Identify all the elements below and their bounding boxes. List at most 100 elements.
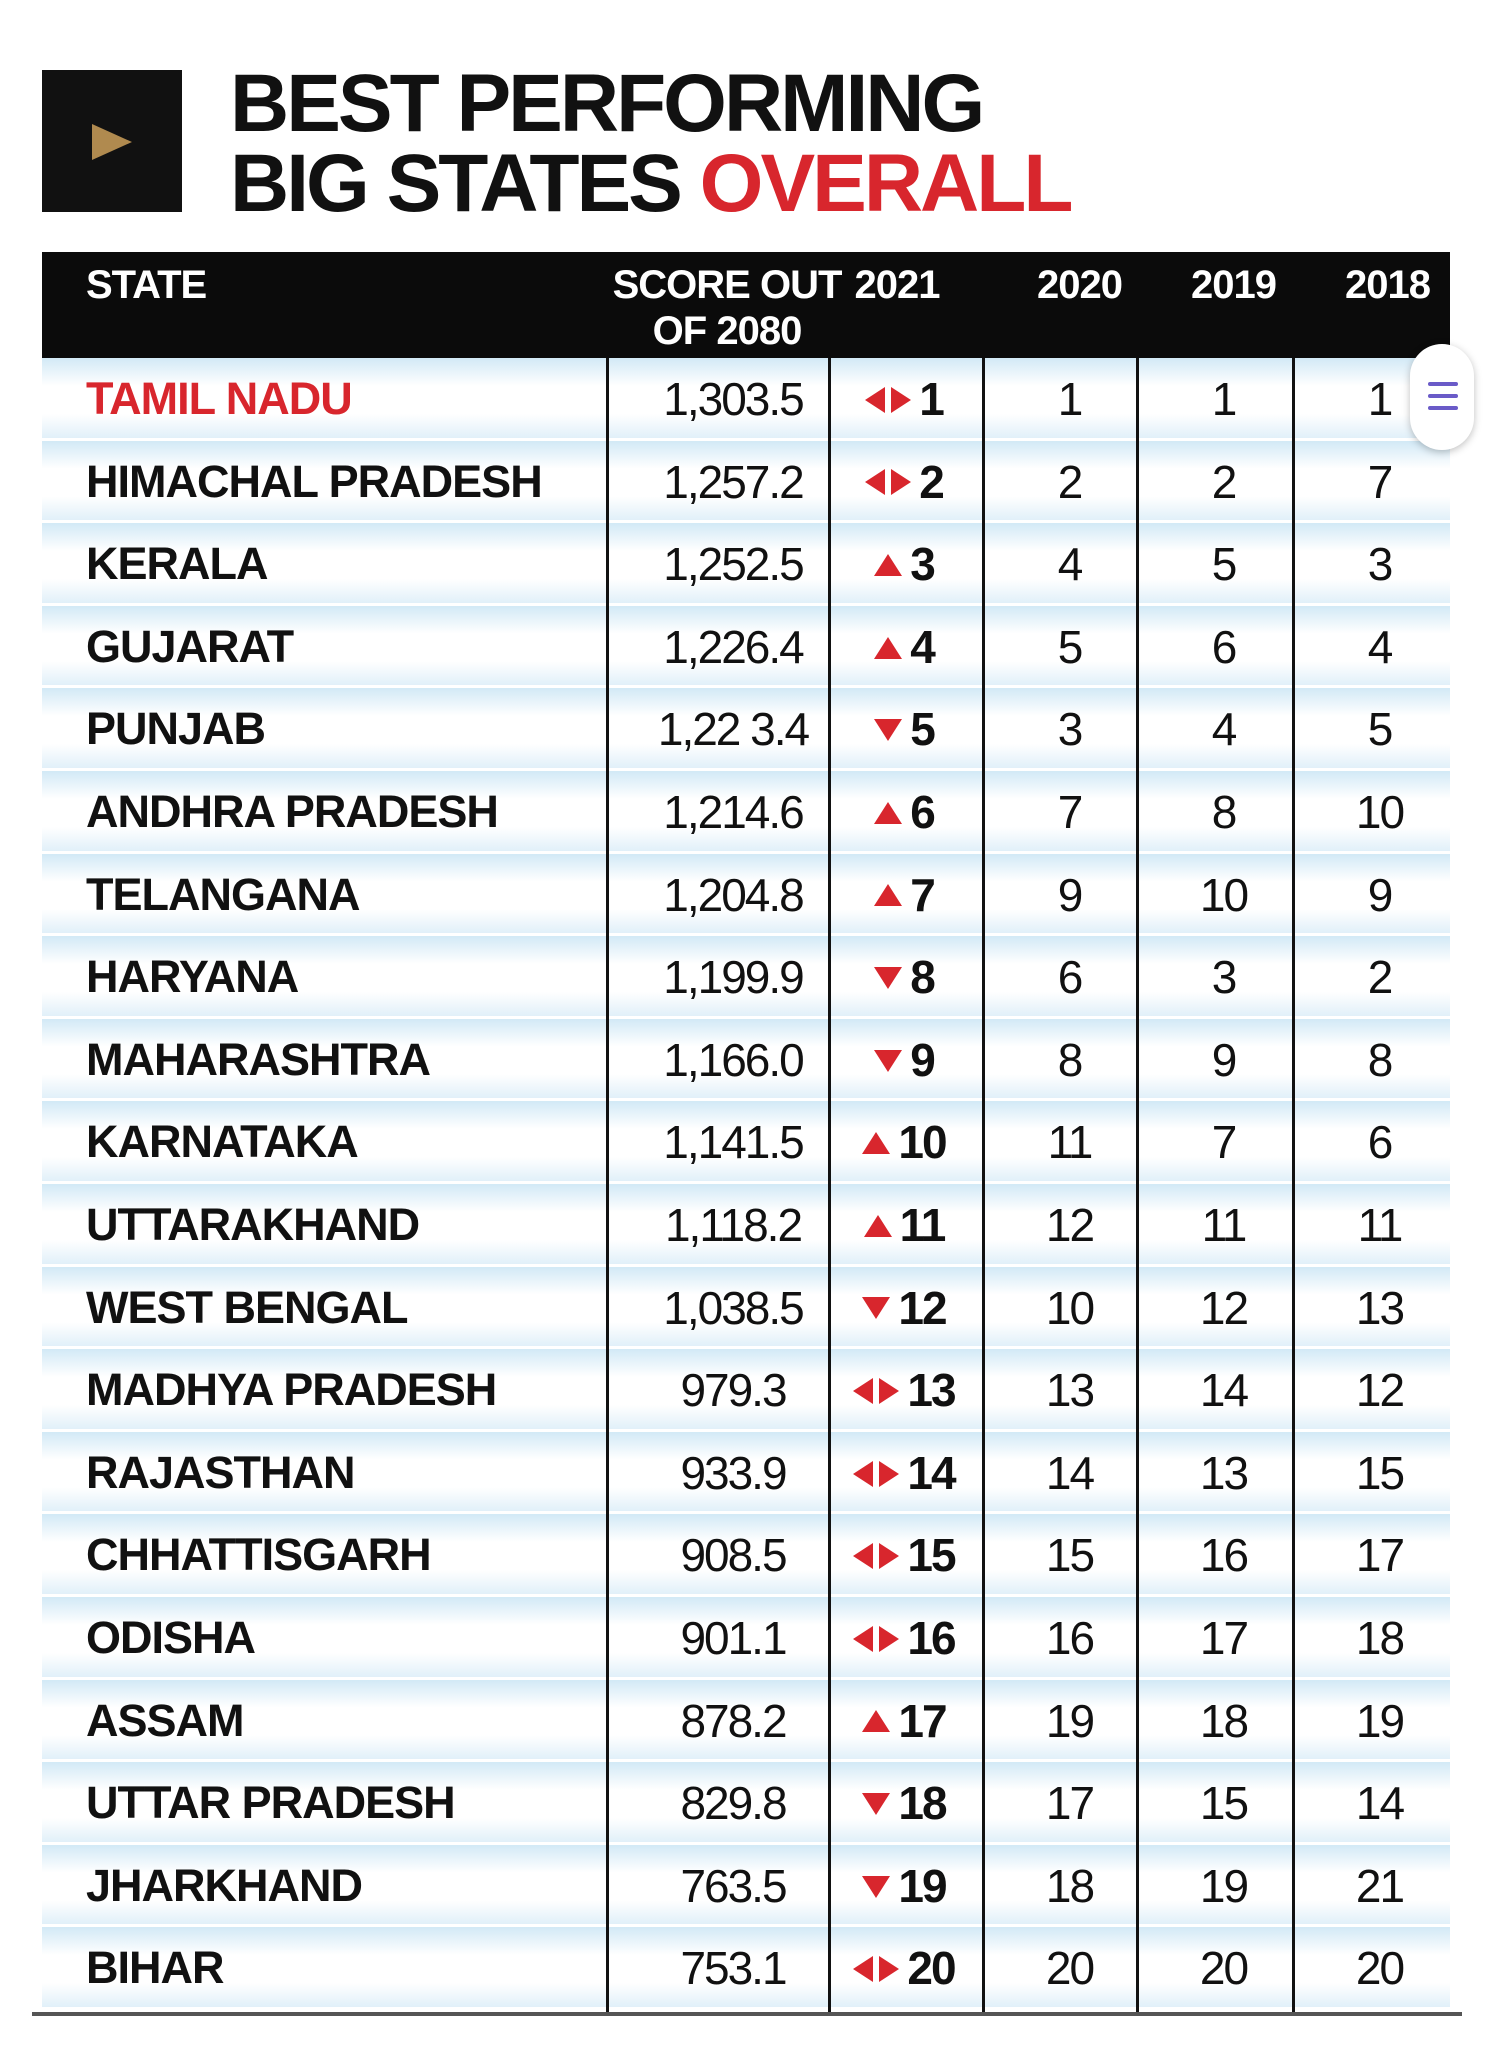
state-name: ODISHA [86,1611,256,1663]
rank-2019: 7 [1211,1116,1238,1169]
rank-2019: 19 [1199,1859,1249,1912]
score-value: 1,204.8 [663,868,804,921]
state-name: GUJARAT [86,620,294,672]
rank-2018: 5 [1367,703,1394,756]
table-body: TAMIL NADU 1,303.5 1 1 1 1 HIMACHAL PRADESH 1,2… [42,358,1450,2010]
score-value: 829.8 [680,1777,787,1830]
state-name: UTTAR PRADESH [86,1777,456,1829]
state-name: TAMIL NADU [86,373,353,424]
rank-2020: 17 [1045,1777,1095,1830]
table-row: MAHARASHTRA 1,166.0 9 8 9 8 [42,1018,1450,1102]
title-line-2: BIG STATES OVERALL [230,143,1380,225]
column-header-score-line1: SCORE OUT [612,263,843,307]
rank-2018: 10 [1355,785,1405,838]
rank-2021-value: 4 [910,620,936,673]
rank-2021: 17 [824,1680,984,1760]
rank-2021-value: 11 [899,1198,947,1251]
state-name: KARNATAKA [86,1116,359,1168]
column-divider [1292,358,1295,2016]
score-value: 1,257.2 [663,455,804,508]
column-header-2018: 2018 [1345,263,1431,307]
score-value: 1,214.6 [663,785,804,838]
table-row: HARYANA 1,199.9 8 6 3 2 [42,936,1450,1019]
rank-2021: 3 [824,523,984,603]
rank-2021-value: 5 [910,703,936,756]
table-row: RAJASTHAN 933.9 14 14 13 15 [42,1431,1450,1515]
rank-2018: 12 [1355,1364,1405,1417]
triangle-up-icon [862,1710,891,1733]
title-line-2-text: BIG STATES [230,138,700,229]
rank-2019: 4 [1211,703,1238,756]
triangle-up-icon [874,636,903,659]
rank-2020: 15 [1045,1529,1095,1582]
column-header-state: STATE [86,263,207,307]
rank-2020: 1 [1057,373,1084,425]
table-row: JHARKHAND 763.5 19 18 19 21 [42,1844,1450,1928]
rank-2020: 4 [1057,538,1084,591]
rank-2018: 11 [1357,1198,1404,1251]
score-value: 1,226.4 [663,620,804,673]
rank-2018: 6 [1367,1116,1394,1169]
rank-2018: 2 [1367,951,1394,1004]
rank-2020: 6 [1057,951,1084,1004]
left-right-arrows-icon [853,1543,900,1570]
play-badge [42,70,182,212]
table-row: PUNJAB 1,22 3.4 5 3 4 5 [42,688,1450,771]
rank-2019: 14 [1199,1364,1249,1417]
rank-2021-value: 20 [907,1942,956,1995]
rank-2019: 17 [1199,1611,1249,1664]
rank-2021: 14 [824,1432,984,1512]
rank-2020: 9 [1057,868,1084,921]
rank-2018: 19 [1355,1694,1405,1747]
state-name: ASSAM [86,1694,245,1746]
rank-2019: 6 [1211,620,1238,673]
rank-2018: 7 [1367,455,1394,508]
play-icon [92,124,132,160]
triangle-down-icon [862,1875,891,1898]
score-value: 763.5 [680,1859,787,1912]
rank-2021: 10 [824,1101,984,1181]
table-row: UTTARAKHAND 1,118.2 11 12 11 11 [42,1183,1450,1267]
score-value: 753.1 [680,1942,787,1995]
left-right-arrows-icon [865,386,912,413]
rank-2021: 6 [824,771,984,851]
left-right-arrows-icon [853,1460,900,1487]
rank-2020: 19 [1045,1694,1095,1747]
rank-2019: 9 [1211,1033,1238,1086]
rank-2020: 18 [1045,1859,1095,1912]
rank-2018: 17 [1355,1529,1405,1582]
column-divider [982,358,985,2016]
title-line-1: BEST PERFORMING [230,58,985,149]
score-value: 1,22 3.4 [657,703,810,756]
table-row: MADHYA PRADESH 979.3 13 13 14 12 [42,1349,1450,1432]
table-row: BIHAR 753.1 20 20 20 20 [42,1927,1450,2010]
score-value: 901.1 [680,1611,787,1664]
state-name: WEST BENGAL [86,1281,408,1333]
rank-2020: 14 [1045,1446,1095,1499]
rank-2020: 20 [1045,1942,1095,1995]
score-value: 908.5 [680,1529,787,1582]
state-name: BIHAR [86,1942,224,1994]
state-name: CHHATTISGARH [86,1529,432,1581]
table-header: STATE SCORE OUT OF 2080 2021 2020 2019 2… [42,252,1450,358]
rank-2021-value: 9 [910,1033,936,1086]
table-row: GUJARAT 1,226.4 4 5 6 4 [42,605,1450,689]
left-right-arrows-icon [853,1956,900,1983]
score-value: 933.9 [680,1446,787,1499]
column-header-2021: 2021 [854,263,941,307]
table-row: KERALA 1,252.5 3 4 5 3 [42,523,1450,606]
triangle-down-icon [874,719,903,742]
rank-2021: 13 [824,1349,984,1429]
table-row: CHHATTISGARH 908.5 15 15 16 17 [42,1514,1450,1597]
state-name: TELANGANA [86,868,360,920]
state-name: HIMACHAL PRADESH [86,455,543,507]
rank-2021: 9 [824,1019,984,1099]
rank-2021-value: 16 [907,1611,956,1664]
rank-2020: 2 [1057,455,1084,508]
rank-2018: 18 [1355,1611,1405,1664]
rank-2019: 11 [1201,1198,1248,1251]
floating-menu-button[interactable] [1410,344,1474,450]
rank-2021-value: 15 [907,1529,956,1582]
table-row: WEST BENGAL 1,038.5 12 10 12 13 [42,1266,1450,1350]
rank-2020: 16 [1045,1611,1095,1664]
